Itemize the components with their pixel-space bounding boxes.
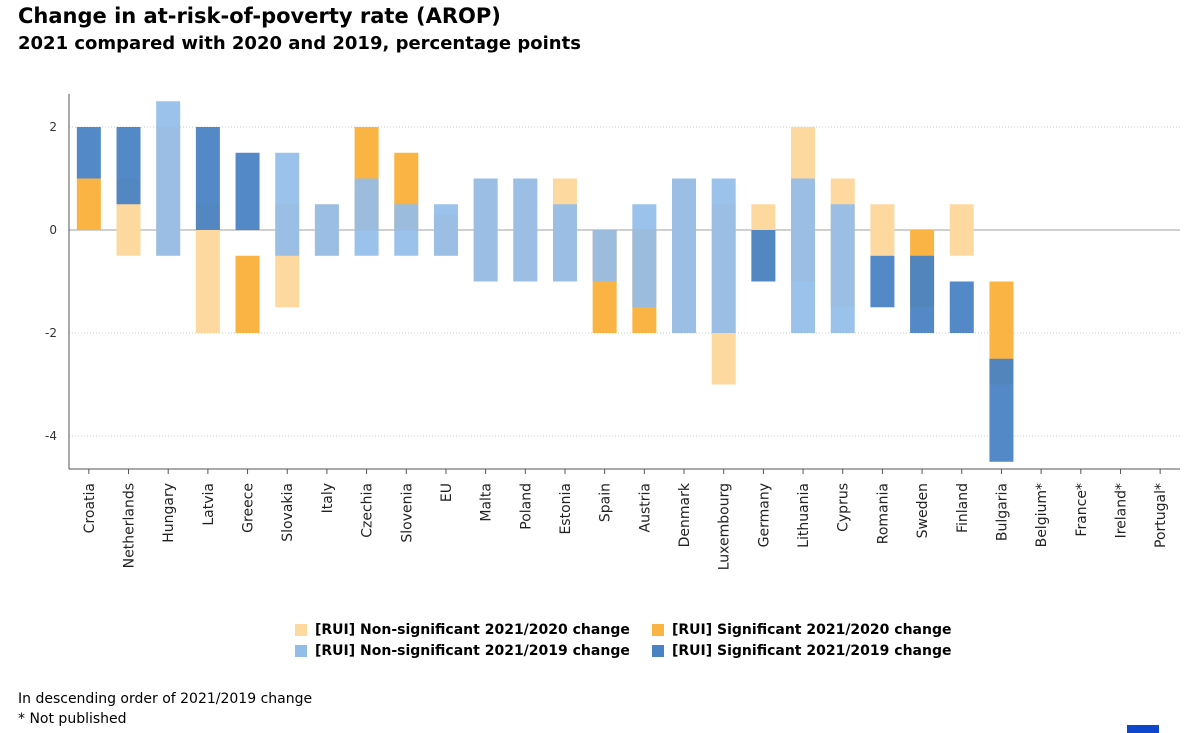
bar-s2019 bbox=[751, 230, 776, 282]
legend-item-ns2020: [RUI] Non-significant 2021/2020 change bbox=[295, 622, 630, 638]
legend-label-s2019: [RUI] Significant 2021/2019 change bbox=[672, 643, 952, 659]
bar-ns2019 bbox=[711, 178, 736, 333]
x-tick-label: Greece bbox=[241, 483, 257, 533]
x-tick-label: Netherlands bbox=[122, 483, 138, 568]
legend-swatch-s2019 bbox=[652, 645, 664, 657]
eurostat-logo bbox=[1127, 725, 1159, 733]
x-tick-label: Italy bbox=[320, 483, 336, 513]
bar-ns2019 bbox=[354, 178, 379, 256]
bar-s2019 bbox=[989, 358, 1014, 462]
bar-ns2020 bbox=[949, 204, 974, 256]
x-tick-label: Slovakia bbox=[280, 483, 296, 542]
bar-s2020 bbox=[76, 178, 101, 230]
x-tick-label: Finland bbox=[955, 483, 971, 533]
legend-item-ns2019: [RUI] Non-significant 2021/2019 change bbox=[295, 643, 630, 659]
bar-s2020 bbox=[235, 255, 260, 333]
bar-s2019 bbox=[235, 152, 260, 230]
bar-s2019 bbox=[116, 127, 141, 205]
bar-ns2019 bbox=[156, 101, 181, 256]
y-tick-label: 0 bbox=[49, 223, 57, 237]
y-tick-label: -4 bbox=[45, 429, 57, 443]
chart-title: Change in at-risk-of-poverty rate (AROP) bbox=[18, 4, 501, 28]
x-tick-label: Bulgaria bbox=[994, 483, 1010, 541]
footnote-not-published: * Not published bbox=[18, 711, 127, 727]
chart-plot: 2 0 -2 -4 Croatia Netherlands Hungary Latvia Gre… bbox=[45, 94, 1180, 570]
legend-label-ns2019: [RUI] Non-significant 2021/2019 change bbox=[315, 643, 630, 659]
x-tick-label: Portugal* bbox=[1153, 483, 1169, 548]
x-tick-label: Malta bbox=[479, 483, 495, 522]
x-tick-label: Germany bbox=[756, 483, 772, 547]
bar-ns2019 bbox=[394, 204, 419, 256]
bar-ns2019 bbox=[830, 204, 855, 333]
x-tick-label: Denmark bbox=[677, 482, 693, 547]
bar-ns2019 bbox=[791, 178, 816, 333]
x-tick-label: Cyprus bbox=[836, 483, 852, 532]
bar-ns2019 bbox=[552, 204, 577, 282]
x-tick-label: Estonia bbox=[558, 483, 574, 535]
y-tick-label: -2 bbox=[45, 326, 57, 340]
legend-item-s2020: [RUI] Significant 2021/2020 change bbox=[652, 622, 951, 638]
x-tick-label: Slovenia bbox=[399, 483, 415, 543]
legend-label-s2020: [RUI] Significant 2021/2020 change bbox=[672, 622, 952, 638]
bar-ns2019 bbox=[275, 152, 300, 256]
legend-item-s2019: [RUI] Significant 2021/2019 change bbox=[652, 643, 951, 659]
bar-ns2019 bbox=[433, 204, 458, 256]
bar-ns2019 bbox=[672, 178, 697, 333]
x-tick-label: Sweden bbox=[915, 483, 931, 538]
chart-subtitle: 2021 compared with 2020 and 2019, percen… bbox=[18, 33, 581, 54]
bar-ns2019 bbox=[632, 204, 657, 308]
bar-ns2019 bbox=[314, 204, 339, 256]
bar-s2019 bbox=[870, 255, 895, 308]
legend-swatch-ns2020 bbox=[295, 624, 307, 636]
x-tick-label: France* bbox=[1074, 483, 1090, 537]
legend-swatch-ns2019 bbox=[295, 645, 307, 657]
x-tick-label: Poland bbox=[518, 483, 534, 530]
x-tick-label: Hungary bbox=[161, 483, 177, 543]
x-tick-label: Czechia bbox=[360, 483, 376, 538]
legend-label-ns2020: [RUI] Non-significant 2021/2020 change bbox=[315, 622, 630, 638]
bar-ns2020 bbox=[870, 204, 895, 256]
bar-s2019 bbox=[76, 127, 101, 179]
bar-ns2019 bbox=[473, 178, 498, 282]
x-tick-label: Latvia bbox=[201, 483, 217, 526]
bar-s2019 bbox=[195, 127, 220, 230]
x-tick-label: Belgium* bbox=[1034, 483, 1050, 547]
footnote-order: In descending order of 2021/2019 change bbox=[18, 691, 313, 707]
x-tick-label: Croatia bbox=[82, 483, 98, 533]
x-tick-label: Spain bbox=[598, 483, 614, 522]
x-tick-label: Austria bbox=[637, 483, 653, 532]
legend-swatch-s2020 bbox=[652, 624, 664, 636]
bar-ns2019 bbox=[513, 178, 538, 282]
x-tick-label: Ireland* bbox=[1113, 483, 1129, 538]
x-tick-label: Romania bbox=[875, 483, 891, 544]
x-tick-label: EU bbox=[439, 483, 455, 502]
x-tick-label: Lithuania bbox=[796, 483, 812, 548]
bar-s2019 bbox=[910, 255, 935, 333]
bar-ns2019 bbox=[592, 230, 617, 282]
x-tick-label: Luxembourg bbox=[717, 483, 733, 570]
y-tick-label: 2 bbox=[49, 120, 57, 134]
bar-s2019 bbox=[949, 281, 974, 333]
